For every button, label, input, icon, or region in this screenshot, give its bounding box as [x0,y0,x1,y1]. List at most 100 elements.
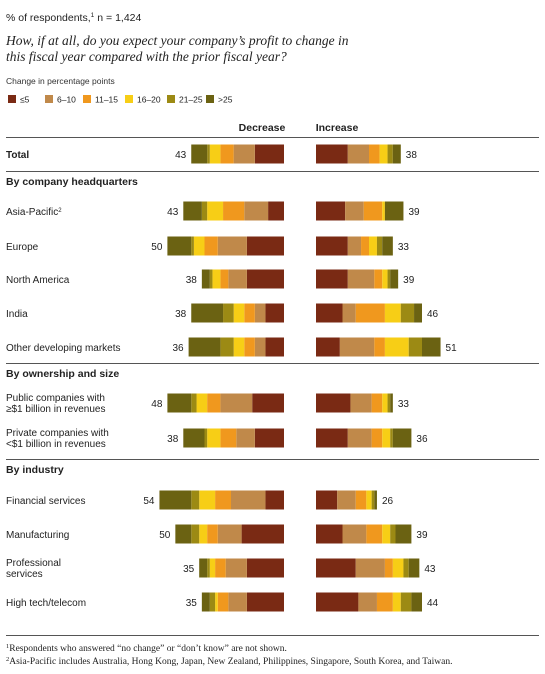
bar-increase-6-10 [350,393,372,413]
bar-decrease-le5 [246,236,284,256]
bar-increase-11-15 [374,337,385,357]
decrease-total-label: 48 [151,399,163,410]
increase-total-label: 38 [406,150,418,161]
bar-increase-16-20 [382,428,391,448]
bar-increase-21-25 [387,144,393,164]
bar-decrease-gt25 [175,524,192,544]
legend-title: Change in percentage points [6,76,115,86]
legend-label-gt25: >25 [218,95,233,105]
bar-decrease-gt25 [191,144,208,164]
respondents-label: % of respondents, [6,12,91,24]
increase-header: Increase [316,122,359,134]
bar-decrease-21-25 [191,524,200,544]
bar-increase-16-20 [392,592,401,612]
bar-increase-11-15 [376,592,393,612]
increase-total-label: 33 [398,399,410,410]
bar-decrease-le5 [241,524,284,544]
bar-increase-11-15 [363,201,383,221]
decrease-total-label: 43 [167,207,179,218]
bar-increase-le5 [316,428,348,448]
bar-increase-6-10 [347,428,372,448]
footnote-2-mark: 2 [6,656,9,663]
decrease-total-label: 50 [151,242,163,253]
bar-increase-gt25 [422,337,441,357]
bar-increase-16-20 [366,490,372,510]
row-label: Private companies with [6,428,109,439]
bar-increase-11-15 [384,558,393,578]
legend-label-21-25: 21–25 [179,95,203,105]
bar-decrease-le5 [265,490,284,510]
bar-decrease-11-15 [223,201,245,221]
decrease-total-label: 50 [159,530,171,541]
bar-decrease-16-20 [233,303,245,323]
increase-total-label: 36 [416,434,428,445]
bar-decrease-6-10 [236,428,255,448]
increase-total-label: 39 [403,275,415,286]
bar-decrease-6-10 [220,393,253,413]
bar-increase-le5 [316,558,356,578]
bar-increase-11-15 [371,393,383,413]
bar-increase-16-20 [382,201,385,221]
bar-decrease-gt25 [201,269,210,289]
footnote-1-text: Respondents who answered “no change” or … [9,644,287,654]
row-label: North America [6,275,70,286]
bar-increase-11-15 [374,269,383,289]
bar-decrease-21-25 [191,236,194,256]
bar-increase-21-25 [371,490,375,510]
bar-decrease-11-15 [244,337,255,357]
row-label: Public companies with [6,393,105,404]
legend-swatch-21-25 [167,95,175,103]
increase-total-label: 33 [398,242,410,253]
row-label: ≥$1 billion in revenues [6,404,105,415]
bar-increase-gt25 [390,393,393,413]
footnote-2: 2Asia-Pacific includes Australia, Hong K… [6,656,452,667]
row-label: Asia-Pacific2 [6,207,62,218]
bar-decrease-6-10 [254,303,266,323]
row-label: Manufacturing [6,530,69,541]
bar-increase-6-10 [345,201,364,221]
row-label: Other developing markets [6,343,121,354]
legend-label-6-10: 6–10 [57,95,76,105]
bar-increase-16-20 [384,303,401,323]
bar-decrease-21-25 [191,490,200,510]
bar-increase-le5 [316,236,348,256]
decrease-header: Decrease [239,122,286,134]
bar-decrease-le5 [246,558,284,578]
bar-increase-21-25 [408,337,422,357]
bar-decrease-6-10 [244,201,269,221]
bar-decrease-21-25 [207,144,210,164]
bar-increase-gt25 [408,558,420,578]
bar-increase-16-20 [382,393,388,413]
legend-swatch-le5 [8,95,16,103]
bar-increase-gt25 [390,269,399,289]
bar-decrease-16-20 [199,524,208,544]
row-label: Professional [6,558,61,569]
bar-increase-21-25 [390,428,393,448]
decrease-total-label: 38 [167,434,179,445]
bar-increase-6-10 [347,236,362,256]
decrease-total-label: 38 [175,309,187,320]
bar-decrease-11-15 [217,592,229,612]
bar-increase-gt25 [395,524,412,544]
increase-total-label: 46 [427,309,439,320]
bar-increase-16-20 [384,337,409,357]
bar-decrease-6-10 [228,269,247,289]
row-label: services [6,569,43,580]
bar-decrease-6-10 [233,144,255,164]
decrease-total-label: 38 [186,275,198,286]
footnote-1-mark: 1 [6,643,9,650]
bar-decrease-6-10 [254,337,266,357]
section-title: By ownership and size [6,368,119,380]
row-label: <$1 billion in revenues [6,439,106,450]
question-line-1: How, if at all, do you expect your compa… [5,33,349,48]
chart-rows: Total 43 38 By company headquarters Asia-Pac… [6,137,539,636]
bar-increase-gt25 [414,303,422,323]
row-label: High tech/telecom [6,598,86,609]
footnote-1: 1Respondents who answered “no change” or… [6,643,287,654]
bar-increase-6-10 [337,490,356,510]
row-footnote-mark: 2 [58,208,62,214]
bar-decrease-11-15 [220,144,234,164]
bar-increase-11-15 [355,490,367,510]
bar-decrease-le5 [254,144,284,164]
